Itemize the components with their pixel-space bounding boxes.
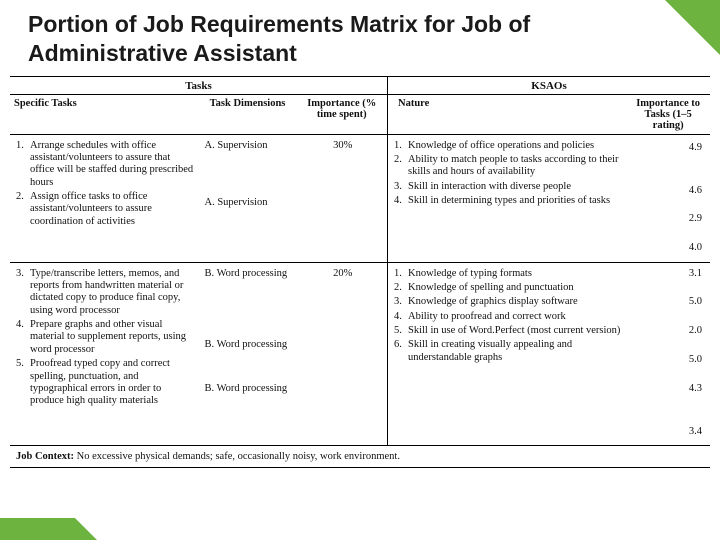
dimension-text: A. Supervision xyxy=(205,140,293,152)
ksao-text: Knowledge of office operations and polic… xyxy=(408,140,622,152)
ksao-text: Skill in creating visually appealing and… xyxy=(408,339,622,364)
page-title: Portion of Job Requirements Matrix for J… xyxy=(0,0,720,76)
ksao-text: Ability to match people to tasks accordi… xyxy=(408,154,622,179)
requirements-matrix: Tasks Specific Tasks Task Dimensions Imp… xyxy=(10,76,710,469)
ksao-text: Ability to proofread and correct work xyxy=(408,311,622,323)
task-text: Arrange schedules with office assistant/… xyxy=(30,140,195,190)
ksao-text: Knowledge of graphics display software xyxy=(408,296,622,308)
ksao-num: 4. xyxy=(394,195,408,207)
ksao-num: 5. xyxy=(394,325,408,337)
col-task-dimensions: Task Dimensions xyxy=(199,95,297,123)
ksao-text: Knowledge of spelling and punctuation xyxy=(408,282,622,294)
ksao-rating-cell: 4.9 4.6 2.9 4.0 xyxy=(626,135,710,262)
ksao-num: 6. xyxy=(394,339,408,364)
dimension-text: B. Word processing xyxy=(205,268,293,280)
ksao-num: 2. xyxy=(394,282,408,294)
matrix-section-1: 1.Arrange schedules with office assistan… xyxy=(10,135,710,263)
dimension-text: B. Word processing xyxy=(205,339,293,351)
table-header: Tasks Specific Tasks Task Dimensions Imp… xyxy=(10,76,710,135)
matrix-section-2: 3.Type/transcribe letters, memos, and re… xyxy=(10,263,710,447)
task-num: 3. xyxy=(16,268,30,318)
ksao-num: 1. xyxy=(394,140,408,152)
col-nature: Nature xyxy=(388,95,626,134)
ksao-num: 3. xyxy=(394,181,408,193)
task-text: Assign office tasks to office assistant/… xyxy=(30,191,195,228)
ksao-text: Skill in interaction with diverse people xyxy=(408,181,622,193)
task-num: 2. xyxy=(16,191,30,228)
rating-value: 4.9 xyxy=(632,142,702,154)
task-text: Proofread typed copy and correct spellin… xyxy=(30,358,195,408)
task-num: 5. xyxy=(16,358,30,408)
rating-value: 3.1 xyxy=(632,268,702,280)
dimension-text: A. Supervision xyxy=(205,197,293,209)
task-num: 1. xyxy=(16,140,30,190)
job-context-row: Job Context: No excessive physical deman… xyxy=(10,446,710,468)
specific-tasks-cell: 1.Arrange schedules with office assistan… xyxy=(10,135,199,262)
rating-value: 5.0 xyxy=(632,296,702,308)
task-text: Type/transcribe letters, memos, and repo… xyxy=(30,268,195,318)
rating-value: 4.6 xyxy=(632,185,702,197)
task-dimensions-cell: A. Supervision A. Supervision xyxy=(199,135,297,262)
rating-value: 5.0 xyxy=(632,354,702,366)
accent-bottom xyxy=(0,518,75,540)
ksao-num: 3. xyxy=(394,296,408,308)
task-num: 4. xyxy=(16,319,30,356)
ksao-nature-cell: 1.Knowledge of typing formats 2.Knowledg… xyxy=(388,263,626,446)
ksao-num: 1. xyxy=(394,268,408,280)
accent-corner xyxy=(665,0,720,55)
rating-value: 4.3 xyxy=(632,383,702,395)
ksao-superheader: KSAOs xyxy=(388,77,710,94)
ksao-num: 2. xyxy=(394,154,408,179)
col-importance-pct: Importance (% time spent) xyxy=(297,95,387,123)
ksao-nature-cell: 1.Knowledge of office operations and pol… xyxy=(388,135,626,262)
task-dimensions-cell: B. Word processing B. Word processing B.… xyxy=(199,263,297,446)
importance-pct-cell: 20% xyxy=(297,263,387,446)
specific-tasks-cell: 3.Type/transcribe letters, memos, and re… xyxy=(10,263,199,446)
col-specific-tasks: Specific Tasks xyxy=(10,95,199,123)
rating-value: 2.0 xyxy=(632,325,702,337)
task-text: Prepare graphs and other visual material… xyxy=(30,319,195,356)
importance-pct-cell: 30% xyxy=(297,135,387,262)
dimension-text: B. Word processing xyxy=(205,383,293,395)
tasks-superheader: Tasks xyxy=(10,77,387,94)
rating-value: 3.4 xyxy=(632,426,702,438)
rating-value: 4.0 xyxy=(632,242,702,254)
rating-value: 2.9 xyxy=(632,213,702,225)
col-importance-rating: Importance to Tasks (1–5 rating) xyxy=(626,95,710,134)
job-context-text: No excessive physical demands; safe, occ… xyxy=(74,451,400,462)
ksao-num: 4. xyxy=(394,311,408,323)
ksao-rating-cell: 3.1 5.0 2.0 5.0 4.3 3.4 xyxy=(626,263,710,446)
ksao-text: Knowledge of typing formats xyxy=(408,268,622,280)
job-context-label: Job Context: xyxy=(16,451,74,462)
ksao-text: Skill in determining types and prioritie… xyxy=(408,195,622,207)
ksao-text: Skill in use of Word.Perfect (most curre… xyxy=(408,325,622,337)
